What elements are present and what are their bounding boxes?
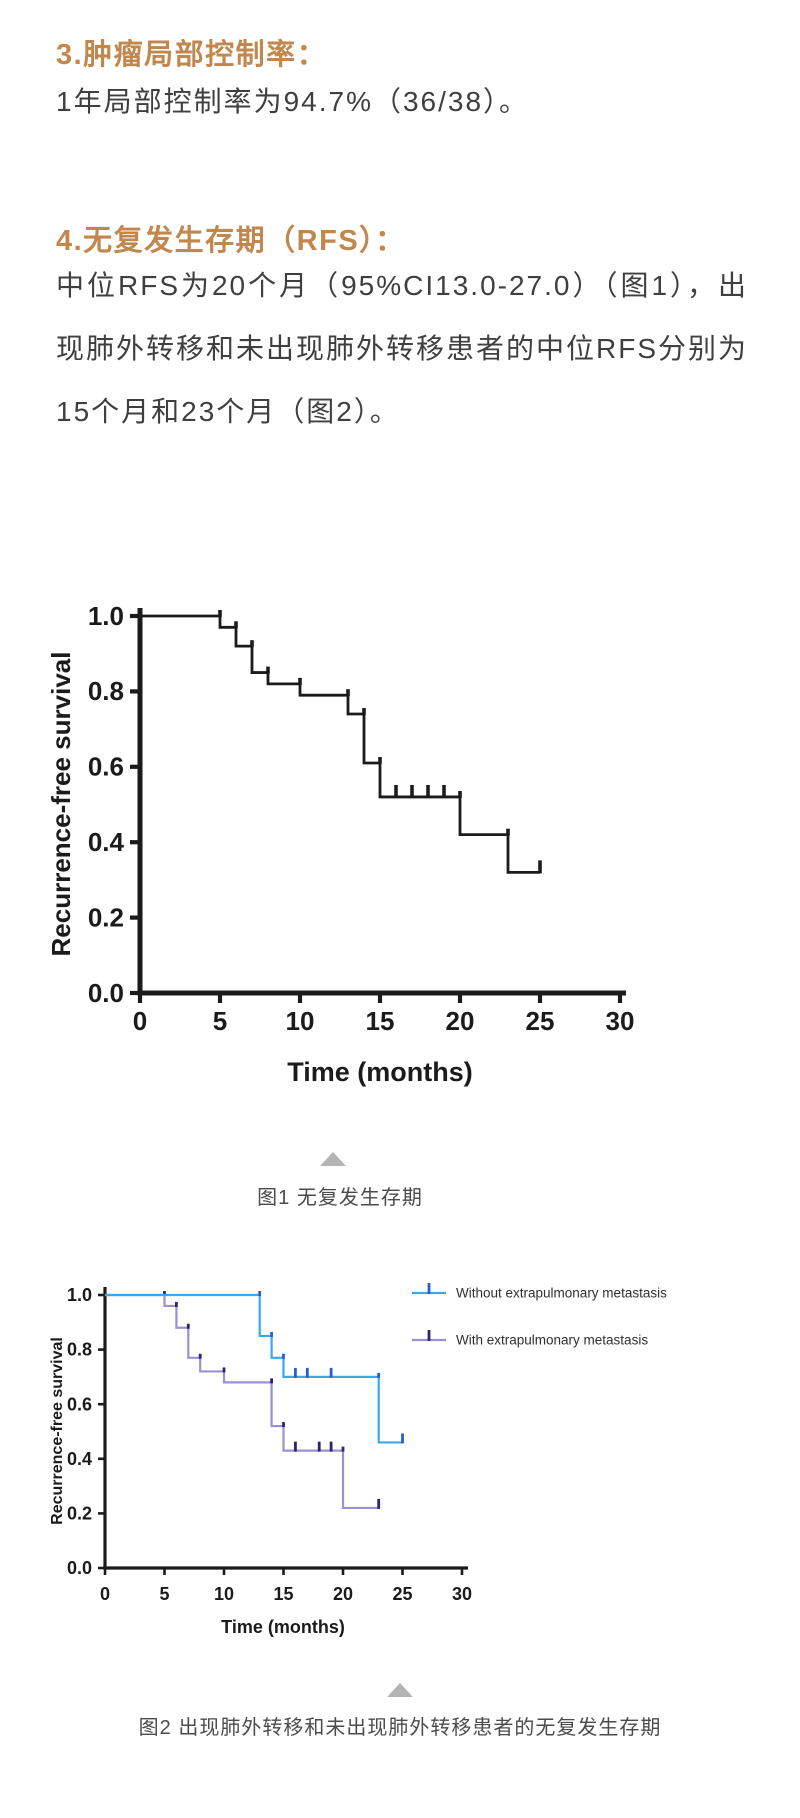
section-4-heading: 4.无复发生存期（RFS）： xyxy=(56,225,406,257)
svg-text:0.0: 0.0 xyxy=(88,978,124,1008)
svg-text:0.0: 0.0 xyxy=(67,1558,92,1578)
svg-text:Recurrence-free survival: Recurrence-free survival xyxy=(49,1337,66,1525)
svg-text:1.0: 1.0 xyxy=(67,1285,92,1305)
section-3-heading: 3.肿瘤局部控制率： xyxy=(56,39,328,71)
svg-text:0.6: 0.6 xyxy=(88,752,124,782)
svg-text:30: 30 xyxy=(606,1006,635,1036)
svg-text:0.4: 0.4 xyxy=(67,1449,92,1469)
section-3-paragraph: 1年局部控制率为94.7%（36/38）。 xyxy=(56,86,530,117)
svg-text:0.6: 0.6 xyxy=(67,1394,92,1414)
svg-text:5: 5 xyxy=(213,1006,227,1036)
svg-text:10: 10 xyxy=(214,1584,234,1604)
section-4-paragraph: 中位RFS为20个月（95%CI13.0-27.0）（图1），出现肺外转移和未出… xyxy=(56,270,749,427)
svg-text:15: 15 xyxy=(366,1006,395,1036)
svg-text:20: 20 xyxy=(333,1584,353,1604)
svg-text:Recurrence-free survival: Recurrence-free survival xyxy=(46,652,76,957)
svg-text:5: 5 xyxy=(159,1584,169,1604)
svg-text:With extrapulmonary metastasis: With extrapulmonary metastasis xyxy=(456,1333,648,1348)
svg-text:Time (months): Time (months) xyxy=(287,1057,473,1087)
figure2-caption: 图2 出现肺外转移和未出现肺外转移患者的无复发生存期 xyxy=(138,1717,662,1739)
figure1-rfs-km-chart[interactable]: 0.0 0.2 0.4 0.6 0.8 1.0 0 5 10 15 20 25 30 Time (mont… xyxy=(40,530,700,1100)
svg-text:25: 25 xyxy=(526,1006,555,1036)
figure1-caption: 图1 无复发生存期 xyxy=(257,1187,423,1209)
svg-text:0.2: 0.2 xyxy=(88,902,124,932)
triangle-up-icon xyxy=(387,1683,413,1697)
svg-text:0.8: 0.8 xyxy=(88,676,124,706)
svg-text:0.2: 0.2 xyxy=(67,1504,92,1524)
svg-text:25: 25 xyxy=(392,1584,412,1604)
svg-text:20: 20 xyxy=(446,1006,475,1036)
svg-text:1.0: 1.0 xyxy=(88,601,124,631)
svg-text:0: 0 xyxy=(100,1584,110,1604)
svg-text:10: 10 xyxy=(286,1006,315,1036)
figure2-rfs-by-metastasis-km-chart[interactable]: 0.0 0.2 0.4 0.6 0.8 1.0 0 5 10 15 20 25 30 Time (mont… xyxy=(40,1240,720,1640)
svg-text:15: 15 xyxy=(273,1584,293,1604)
svg-text:30: 30 xyxy=(452,1584,472,1604)
triangle-up-icon xyxy=(320,1152,346,1166)
svg-text:0.4: 0.4 xyxy=(88,827,125,857)
svg-text:Time (months): Time (months) xyxy=(221,1617,345,1637)
svg-text:Without extrapulmonary metasta: Without extrapulmonary metastasis xyxy=(456,1286,667,1301)
svg-text:0: 0 xyxy=(133,1006,147,1036)
svg-text:0.8: 0.8 xyxy=(67,1340,92,1360)
